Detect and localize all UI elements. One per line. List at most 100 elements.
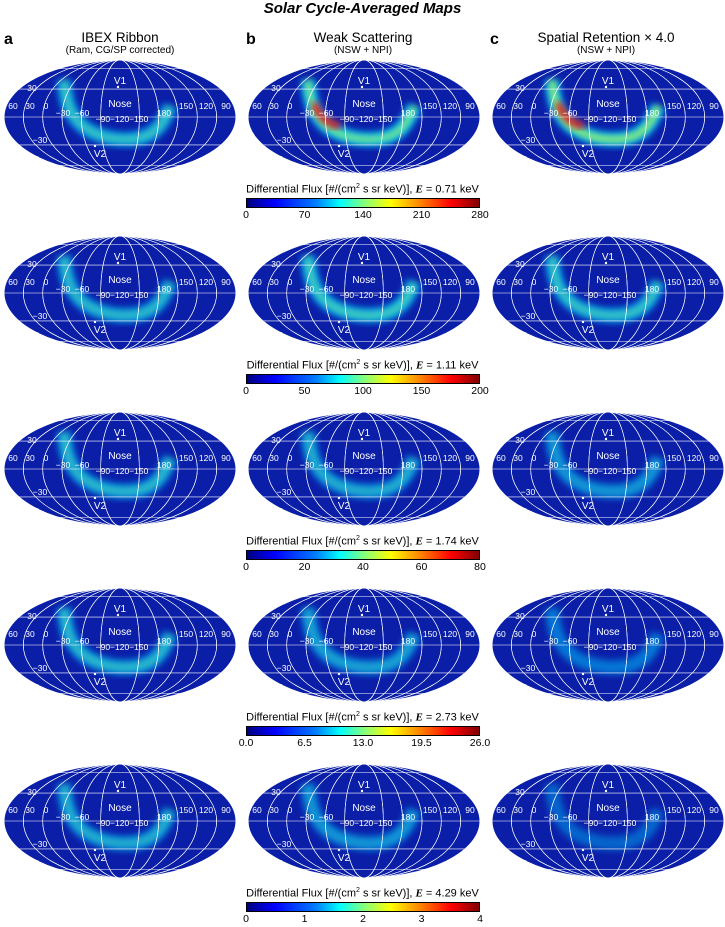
lat-label-30: 30: [515, 83, 525, 93]
lon-label-60: 60: [496, 453, 506, 463]
v2-label: V2: [338, 325, 351, 336]
v1-marker: [604, 613, 608, 617]
lon-label-neg60: −60: [563, 812, 578, 822]
v1-marker: [604, 789, 608, 793]
v1-label: V1: [358, 780, 371, 791]
colorbar-tick: 2: [360, 913, 366, 925]
sky-map-row1-c: 60 30 −30 −60 60 30 0 −30 −60 −90−120−150 180 150 12…: [490, 58, 725, 176]
lon-label-30: 30: [269, 101, 279, 111]
lat-label-60: 60: [521, 62, 531, 72]
lon-label-neg60: −60: [563, 460, 578, 470]
sky-map-row4-c: 60 30 −30 −60 60 30 0 −30 −60 −90−120−150 180 150 12…: [490, 586, 725, 704]
map-outline: [247, 763, 481, 879]
energy-symbol: E: [415, 183, 423, 196]
lat-label-neg30: −30: [33, 487, 48, 497]
colorbar-label-exponent: 2: [355, 887, 360, 894]
lon-label-neg60: −60: [319, 636, 334, 646]
lat-label-30: 30: [27, 435, 37, 445]
graticule-meridian: [81, 588, 159, 702]
ribbon-core: [549, 255, 661, 318]
map-outline: [3, 59, 237, 175]
lon-label-0: 0: [288, 805, 293, 815]
lat-label-30: 30: [515, 787, 525, 797]
colorbar-label-exponent: 2: [355, 711, 360, 718]
ribbon-core: [549, 431, 661, 494]
lat-label-60: 60: [521, 766, 531, 776]
lat-label-30: 30: [515, 611, 525, 621]
v1-marker: [116, 437, 120, 441]
lon-label-120: 120: [443, 805, 457, 815]
map-outline: [491, 235, 725, 351]
sky-map-row2-c: 60 30 −30 −60 60 30 0 −30 −60 −90−120−150 180 150 12…: [490, 234, 725, 352]
graticule-meridian: [511, 60, 705, 174]
v1-marker: [604, 85, 608, 89]
v2-label: V2: [94, 325, 107, 336]
lon-label-150: 150: [179, 629, 193, 639]
colorbar-tick: 3: [418, 913, 425, 925]
v2-marker: [581, 496, 585, 500]
colorbar-tick: 0: [243, 385, 249, 397]
graticule-meridian: [286, 60, 442, 174]
lat-label-neg60: −60: [513, 682, 528, 692]
graticule-meridian: [305, 412, 423, 526]
lon-label-90: 90: [221, 805, 231, 815]
lat-label-neg30: −30: [277, 663, 292, 673]
lon-label-90: 90: [465, 101, 475, 111]
lon-label-30: 30: [513, 453, 523, 463]
v2-marker: [337, 496, 341, 500]
nose-label: Nose: [352, 803, 376, 814]
graticule-meridian: [100, 60, 140, 174]
v1-label: V1: [114, 252, 127, 263]
lon-label-60: 60: [496, 101, 506, 111]
column-subtitle-b: (NSW + NPI): [333, 45, 393, 56]
graticule-meridian: [267, 412, 461, 526]
colorbar-label-prefix: Differential Flux [#/(cm: [246, 711, 356, 724]
lon-label-90: 90: [465, 629, 475, 639]
lon-label-180: 180: [157, 108, 171, 118]
v1-marker: [360, 437, 364, 441]
lon-label-60: 60: [8, 277, 18, 287]
lon-label-180: 180: [645, 812, 659, 822]
colorbar-tick: 26.0: [469, 737, 491, 749]
energy-value: = 4.29 keV: [422, 887, 479, 900]
energy-symbol: E: [415, 711, 423, 724]
lon-label-mid: −90−120−150: [96, 642, 149, 652]
lon-label-180: 180: [401, 636, 415, 646]
lon-label-30: 30: [269, 629, 279, 639]
lat-label-neg60: −60: [25, 154, 40, 164]
colorbar-tick: 6.5: [297, 737, 312, 749]
lon-label-mid: −90−120−150: [584, 818, 637, 828]
v2-label: V2: [582, 501, 595, 512]
lat-label-neg30: −30: [33, 135, 48, 145]
v1-marker: [360, 613, 364, 617]
graticule-meridian: [267, 764, 461, 878]
lon-label-neg60: −60: [75, 812, 90, 822]
lat-label-60: 60: [277, 414, 287, 424]
colorbar: [246, 902, 480, 912]
lon-label-mid: −90−120−150: [584, 290, 637, 300]
v2-label: V2: [94, 677, 107, 688]
lon-label-150: 150: [423, 453, 437, 463]
v1-label: V1: [602, 252, 615, 263]
lon-label-neg30: −30: [544, 284, 559, 294]
map-outline: [247, 59, 481, 175]
lon-label-60: 60: [252, 277, 262, 287]
graticule-meridian: [588, 412, 628, 526]
column-subtitle-c: (NSW + NPI): [576, 45, 636, 56]
graticule-meridian: [81, 236, 159, 350]
colorbar-label: Differential Flux [#/(cm2 s sr keV)], E …: [180, 887, 545, 900]
lon-label-120: 120: [443, 101, 457, 111]
lon-label-30: 30: [513, 805, 523, 815]
lon-label-0: 0: [44, 629, 49, 639]
lat-label-neg30: −30: [521, 839, 536, 849]
map-outline: [247, 235, 481, 351]
lon-label-90: 90: [709, 629, 719, 639]
lon-label-mid: −90−120−150: [340, 818, 393, 828]
colorbar-label-suffix: s sr keV)],: [359, 535, 416, 548]
colorbar-label-suffix: s sr keV)],: [359, 711, 416, 724]
lat-label-neg30: −30: [33, 663, 48, 673]
energy-value: = 1.74 keV: [422, 535, 479, 548]
lon-label-90: 90: [709, 277, 719, 287]
lon-label-30: 30: [513, 629, 523, 639]
lon-label-90: 90: [221, 629, 231, 639]
